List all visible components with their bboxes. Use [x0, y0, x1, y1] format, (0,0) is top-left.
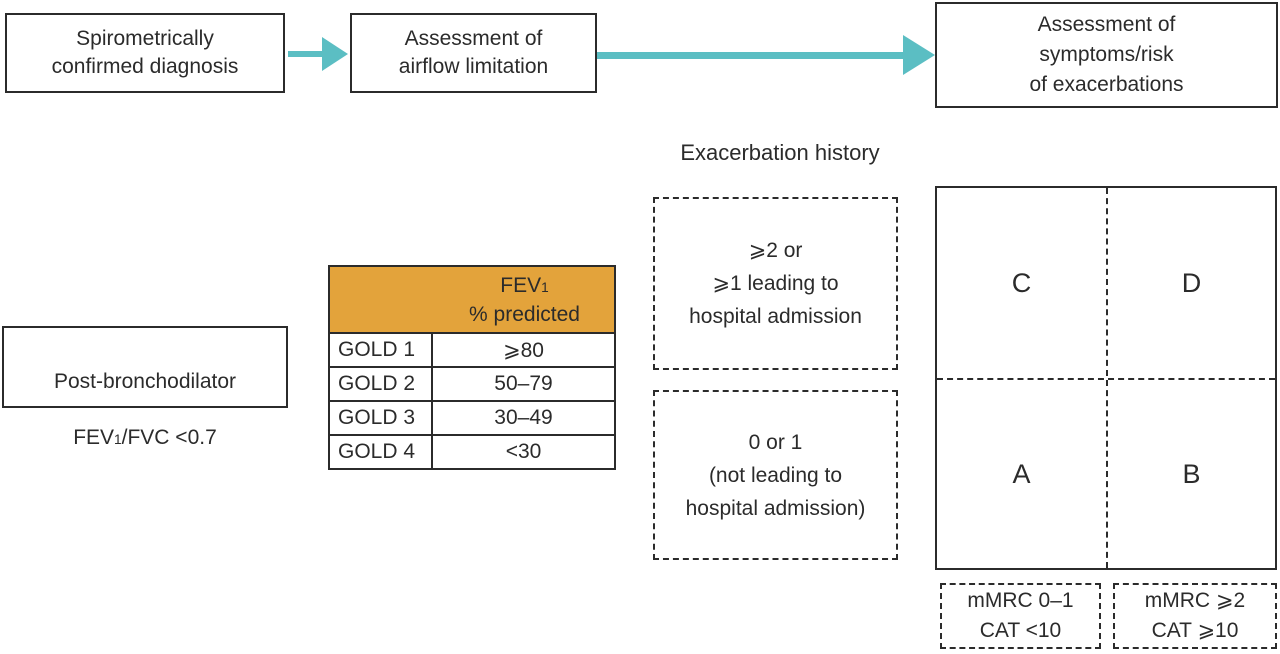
- mmrc-cat-low-box: mMRC 0–1 CAT <10: [940, 583, 1101, 649]
- gold-stage-label: GOLD 4: [330, 436, 433, 468]
- flow-arrow-1-shaft-icon: [288, 51, 324, 57]
- flow-step-airflow: Assessment of airflow limitation: [350, 13, 597, 93]
- quadrant-grid: C D A B: [935, 186, 1277, 570]
- quadrant-b: B: [1182, 458, 1201, 489]
- gold-stage-value: 30–49: [494, 406, 553, 429]
- gold-table-row: GOLD 2 50–79: [330, 366, 614, 400]
- flow-arrow-2-shaft-icon: [597, 52, 907, 59]
- flow-step-symptoms: Assessment of symptoms/risk of exacerbat…: [935, 2, 1278, 108]
- gold-table-header: FEV1 % predicted: [330, 267, 614, 332]
- gold-stage-label: GOLD 3: [330, 402, 433, 434]
- diagnosis-criteria-box: Post-bronchodilator FEV1/FVC <0.7: [2, 326, 288, 449]
- quadrant-c: C: [1011, 267, 1032, 298]
- gold-table-header-line2: % predicted: [469, 302, 580, 326]
- high-risk-exacerbation-box: ⩾2 or ⩾1 leading to hospital admission: [653, 197, 898, 370]
- gold-table: FEV1 % predicted GOLD 1 ⩾80 GOLD 2 50–79…: [328, 265, 616, 470]
- diagnosis-criteria-line2: FEV1/FVC <0.7: [73, 426, 217, 449]
- gold-stage-label: GOLD 2: [330, 368, 433, 400]
- quadrant-a: A: [1012, 458, 1031, 489]
- flow-arrow-1-icon: [322, 37, 348, 71]
- flow-step-diagnosis: Spirometrically confirmed diagnosis: [5, 13, 285, 93]
- quadrant-grid-horizontal-divider: [937, 378, 1275, 380]
- mmrc-cat-high-box: mMRC ⩾2 CAT ⩾10: [1113, 583, 1277, 649]
- gold-table-row: GOLD 4 <30: [330, 434, 614, 468]
- gold-stage-label: GOLD 1: [330, 334, 433, 366]
- gold-table-row: GOLD 3 30–49: [330, 400, 614, 434]
- gold-table-row: GOLD 1 ⩾80: [330, 332, 614, 366]
- gold-table-header-line1: FEV1: [500, 273, 549, 297]
- diagnosis-criteria-line1: Post-bronchodilator: [53, 370, 237, 393]
- flow-arrow-2-icon: [903, 35, 935, 75]
- gold-stage-value: ⩾80: [503, 338, 544, 362]
- gold-stage-value: 50–79: [494, 372, 553, 395]
- low-risk-exacerbation-box: 0 or 1 (not leading to hospital admissio…: [653, 390, 898, 560]
- exacerbation-history-heading: Exacerbation history: [680, 140, 880, 165]
- gold-stage-value: <30: [505, 440, 542, 463]
- quadrant-d: D: [1181, 267, 1202, 298]
